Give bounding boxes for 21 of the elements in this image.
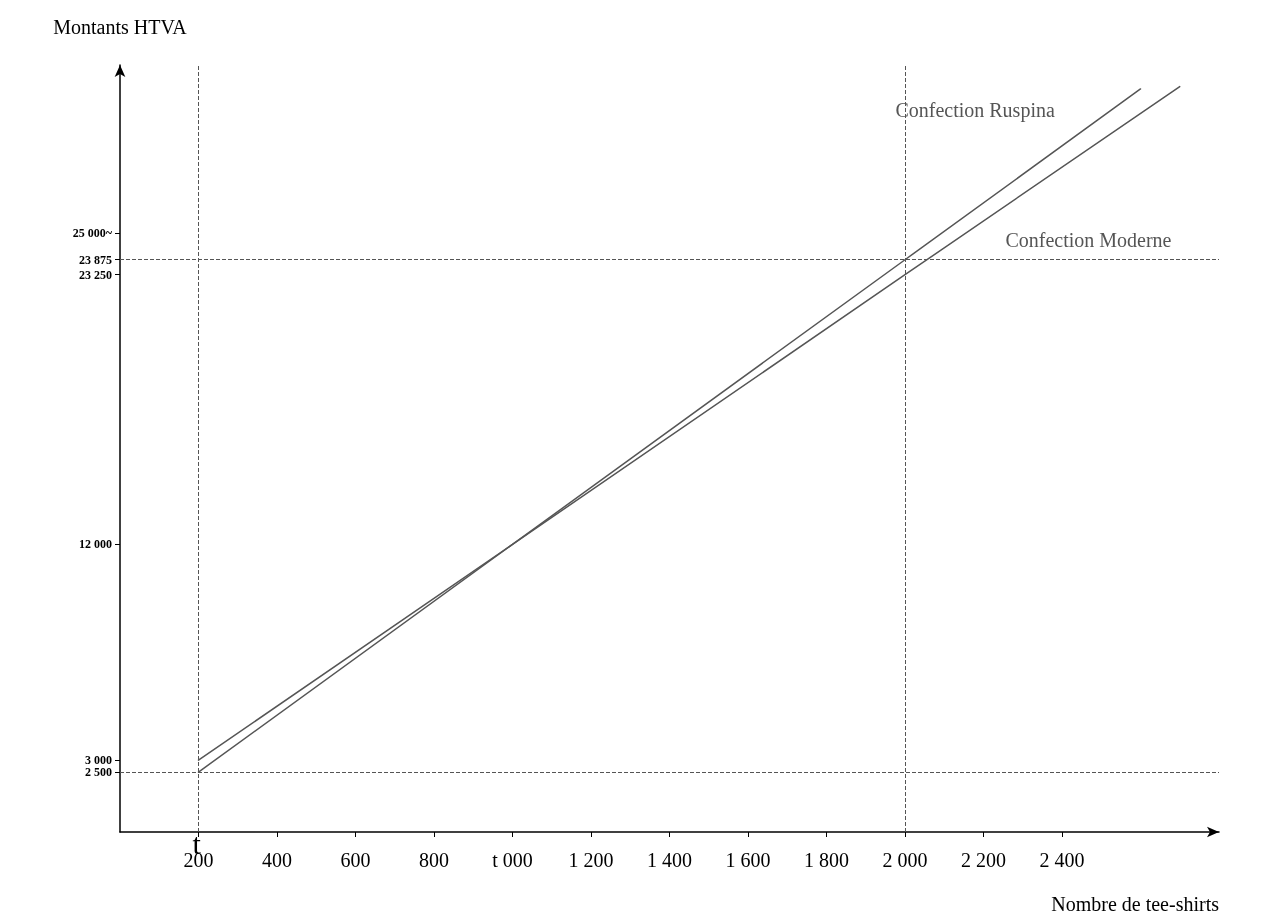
y-tick-label: 3 000 — [85, 753, 112, 768]
x-axis-title: Nombre de tee-shirts — [1051, 893, 1220, 915]
x-tick-label: 1 200 — [568, 849, 614, 871]
x-tick-label: 2 400 — [1039, 849, 1085, 871]
y-axis-title: Montants HTVA — [53, 16, 188, 38]
x-tick-label: 1 800 — [804, 849, 849, 871]
x-tick-label: 600 — [340, 849, 371, 871]
x-tick-label: 400 — [262, 849, 292, 871]
series-label: Confection Moderne — [1005, 229, 1172, 252]
x-tick-label: t 000 — [492, 849, 533, 871]
y-tick-label: 2 500 — [85, 765, 112, 780]
x-tick-label: 1 600 — [725, 849, 771, 871]
y-tick-label: 23 875 — [79, 252, 112, 267]
x-tick-label: 800 — [419, 849, 449, 871]
y-tick-label: 23 250 — [79, 267, 112, 282]
x-tick-label: 1 400 — [647, 849, 692, 871]
x-tick-label: 2 000 — [882, 849, 928, 871]
x-tick-label: 2 200 — [961, 849, 1006, 871]
series-label: Confection Ruspina — [895, 99, 1055, 123]
y-tick-label: 12 000 — [79, 537, 112, 552]
y-tick-label: 25 000~ — [72, 225, 113, 240]
